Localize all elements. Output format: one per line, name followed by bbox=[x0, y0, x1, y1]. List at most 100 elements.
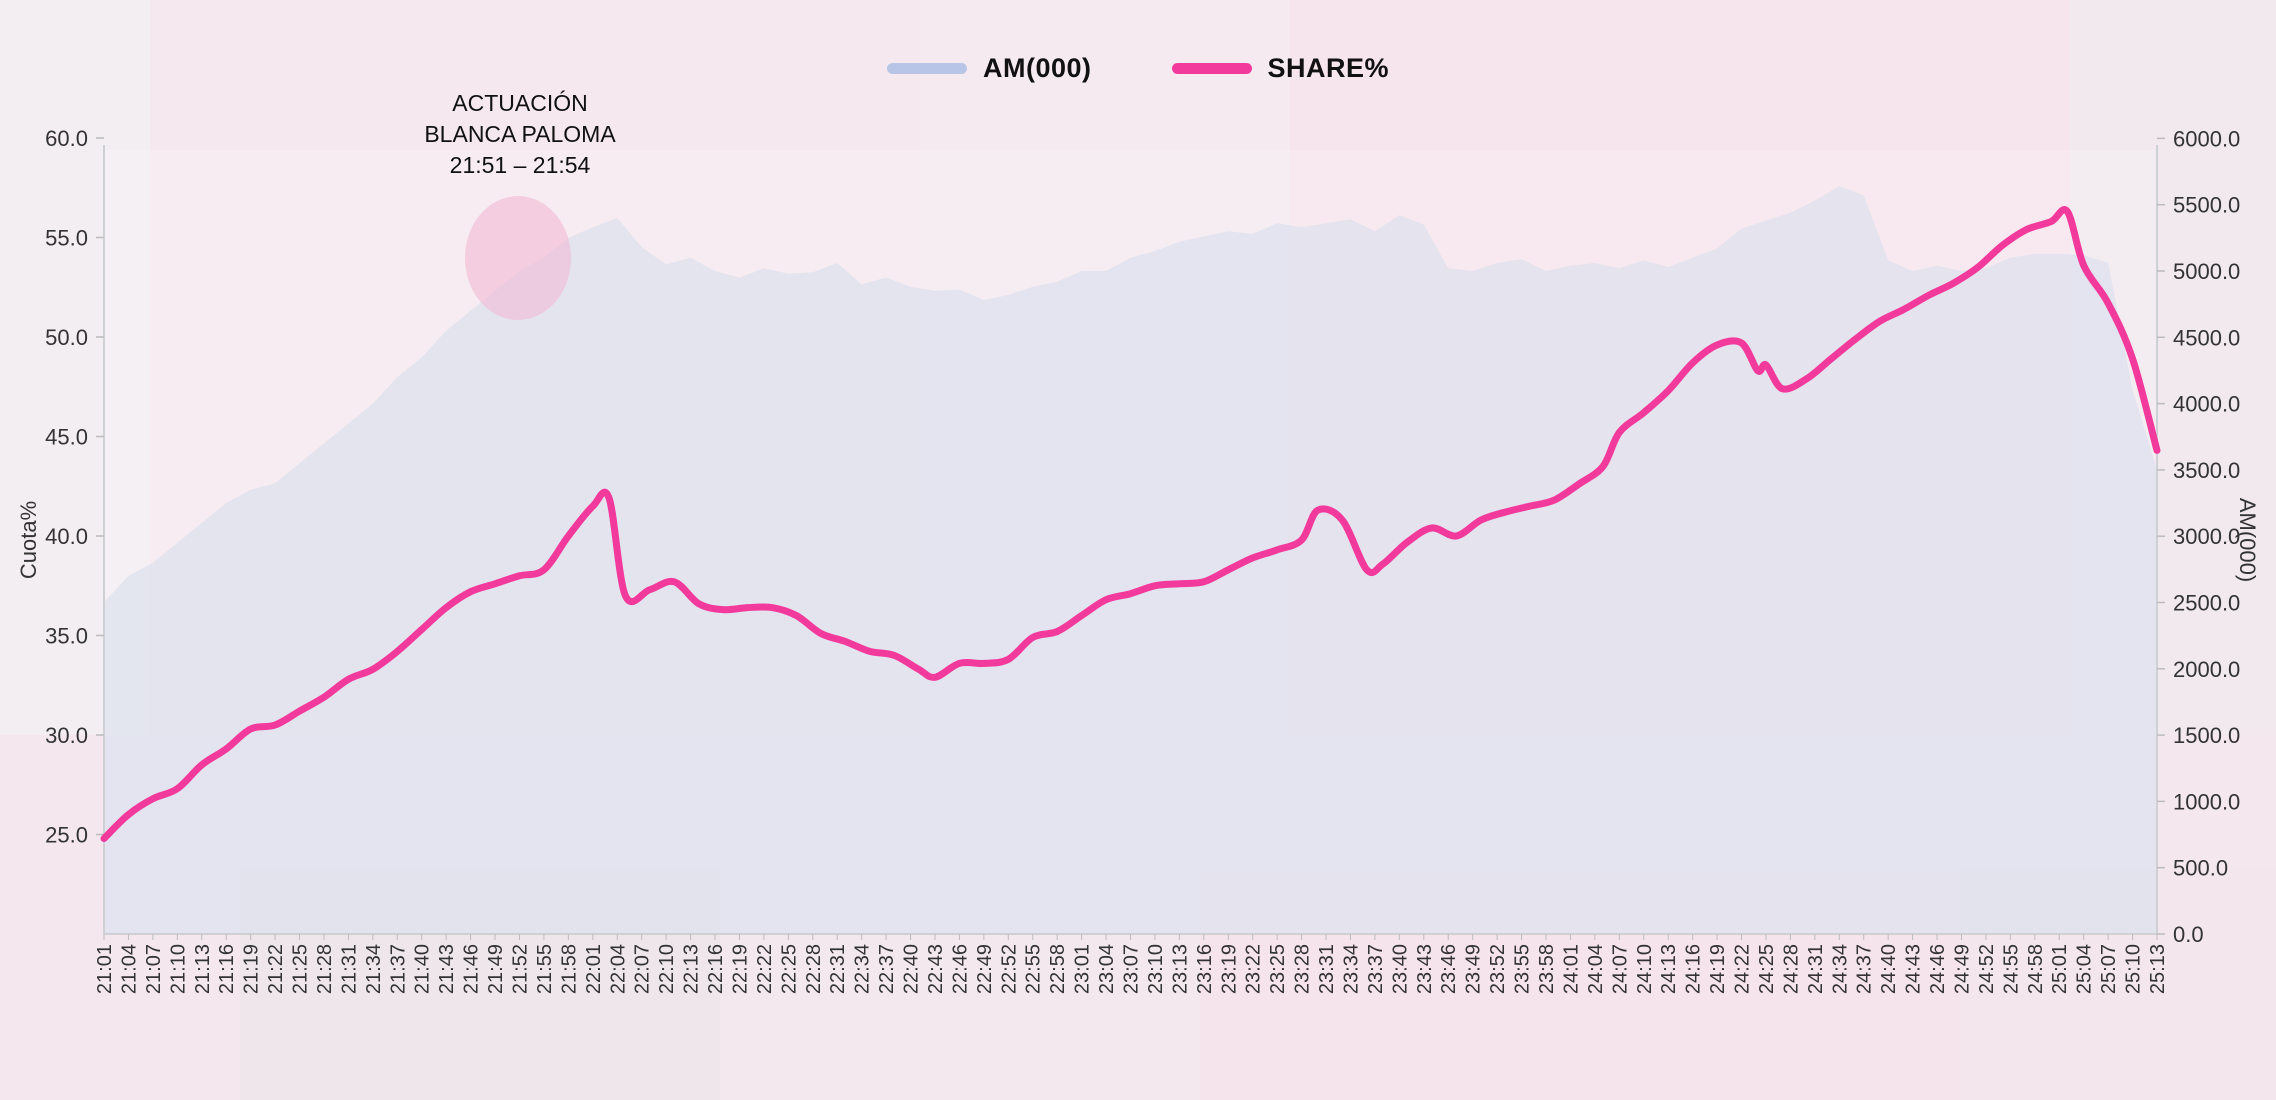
legend-item-share[interactable]: SHARE% bbox=[1171, 52, 1390, 84]
x-tick-label: 22:55 bbox=[1023, 944, 1045, 994]
y-tick-label-right: 5000.0 bbox=[2173, 259, 2240, 284]
x-tick-label: 21:16 bbox=[216, 944, 238, 994]
x-tick-label: 24:16 bbox=[1683, 944, 1705, 994]
y-tick-label-left: 25.0 bbox=[45, 823, 88, 848]
x-tick-label: 25:04 bbox=[2074, 944, 2096, 994]
x-tick-label: 24:04 bbox=[1585, 944, 1607, 994]
x-tick-label: 22:28 bbox=[803, 944, 825, 994]
x-tick-label: 23:16 bbox=[1194, 944, 1216, 994]
x-tick-label: 23:01 bbox=[1072, 944, 1094, 994]
y-tick-label-right: 4000.0 bbox=[2173, 392, 2240, 417]
series-area-am bbox=[104, 186, 2157, 935]
x-tick-label: 25:01 bbox=[2049, 944, 2071, 994]
x-tick-label: 21:22 bbox=[265, 944, 287, 994]
y-tick-label-left: 60.0 bbox=[45, 126, 88, 151]
x-tick-label: 21:07 bbox=[143, 944, 165, 994]
x-tick-label: 22:37 bbox=[876, 944, 898, 994]
x-tick-label: 21:19 bbox=[241, 944, 263, 994]
legend-label-am: AM(000) bbox=[982, 52, 1092, 83]
x-tick-label: 21:13 bbox=[192, 944, 214, 994]
x-tick-label: 23:55 bbox=[1512, 944, 1534, 994]
annotation: ACTUACIÓN BLANCA PALOMA 21:51 – 21:54 bbox=[420, 88, 620, 181]
x-tick-label: 21:52 bbox=[510, 944, 532, 994]
y-axis-title-right: AM(000) bbox=[2235, 498, 2260, 582]
x-tick-label: 24:34 bbox=[1829, 944, 1851, 994]
x-tick-label: 23:46 bbox=[1438, 944, 1460, 994]
y-axis-title-left: Cuota% bbox=[16, 501, 41, 579]
highlight-circle bbox=[465, 196, 571, 320]
x-tick-label: 22:46 bbox=[949, 944, 971, 994]
x-tick-label: 22:31 bbox=[827, 944, 849, 994]
x-tick-label: 21:04 bbox=[118, 944, 140, 994]
x-tick-label: 22:19 bbox=[730, 944, 752, 994]
x-tick-label: 25:10 bbox=[2123, 944, 2145, 994]
x-tick-label: 21:40 bbox=[412, 944, 434, 994]
x-tick-label: 21:55 bbox=[534, 944, 556, 994]
x-tick-label: 23:40 bbox=[1389, 944, 1411, 994]
x-tick-label: 24:10 bbox=[1634, 944, 1656, 994]
x-tick-label: 22:52 bbox=[998, 944, 1020, 994]
x-tick-label: 24:52 bbox=[1976, 944, 1998, 994]
x-tick-label: 25:13 bbox=[2147, 944, 2169, 994]
x-tick-label: 24:13 bbox=[1658, 944, 1680, 994]
y-tick-label-right: 3000.0 bbox=[2173, 524, 2240, 549]
x-tick-label: 21:25 bbox=[290, 944, 312, 994]
x-tick-label: 21:10 bbox=[167, 944, 189, 994]
x-tick-label: 23:13 bbox=[1169, 944, 1191, 994]
x-tick-label: 24:49 bbox=[1952, 944, 1974, 994]
x-tick-label: 24:55 bbox=[2000, 944, 2022, 994]
y-tick-label-right: 4500.0 bbox=[2173, 325, 2240, 350]
x-tick-label: 21:01 bbox=[94, 944, 116, 994]
x-tick-label: 24:07 bbox=[1609, 944, 1631, 994]
x-tick-label: 22:34 bbox=[852, 944, 874, 994]
x-tick-label: 24:22 bbox=[1732, 944, 1754, 994]
y-tick-label-right: 0.0 bbox=[2173, 922, 2204, 947]
x-tick-label: 23:52 bbox=[1487, 944, 1509, 994]
x-tick-label: 21:49 bbox=[485, 944, 507, 994]
y-tick-label-right: 2500.0 bbox=[2173, 591, 2240, 616]
x-tick-label: 23:34 bbox=[1341, 944, 1363, 994]
y-tick-label-left: 35.0 bbox=[45, 624, 88, 649]
x-tick-label: 24:01 bbox=[1560, 944, 1582, 994]
x-tick-label: 22:43 bbox=[925, 944, 947, 994]
x-tick-label: 23:28 bbox=[1292, 944, 1314, 994]
x-tick-label: 22:49 bbox=[974, 944, 996, 994]
y-tick-label-right: 5500.0 bbox=[2173, 193, 2240, 218]
x-tick-label: 24:28 bbox=[1780, 944, 1802, 994]
x-tick-label: 22:40 bbox=[901, 944, 923, 994]
x-tick-label: 22:22 bbox=[754, 944, 776, 994]
x-tick-label: 22:01 bbox=[583, 944, 605, 994]
x-tick-label: 22:07 bbox=[632, 944, 654, 994]
x-tick-label: 24:31 bbox=[1805, 944, 1827, 994]
y-tick-label-left: 55.0 bbox=[45, 226, 88, 251]
x-tick-label: 24:58 bbox=[2025, 944, 2047, 994]
x-tick-label: 22:58 bbox=[1047, 944, 1069, 994]
x-tick-label: 25:07 bbox=[2098, 944, 2120, 994]
x-tick-label: 22:13 bbox=[681, 944, 703, 994]
legend-swatch-am bbox=[886, 62, 967, 74]
x-tick-label: 23:31 bbox=[1316, 944, 1338, 994]
legend: AM(000) SHARE% bbox=[0, 50, 2276, 86]
x-tick-label: 21:28 bbox=[314, 944, 336, 994]
x-tick-label: 23:43 bbox=[1414, 944, 1436, 994]
x-tick-label: 24:43 bbox=[1903, 944, 1925, 994]
x-tick-label: 23:49 bbox=[1463, 944, 1485, 994]
y-tick-label-right: 3500.0 bbox=[2173, 458, 2240, 483]
x-tick-label: 22:04 bbox=[607, 944, 629, 994]
legend-swatch-share bbox=[1171, 62, 1252, 74]
x-tick-label: 21:46 bbox=[461, 944, 483, 994]
x-tick-label: 24:46 bbox=[1927, 944, 1949, 994]
y-tick-label-left: 40.0 bbox=[45, 524, 88, 549]
x-tick-label: 23:37 bbox=[1365, 944, 1387, 994]
legend-label-share: SHARE% bbox=[1267, 52, 1390, 83]
legend-item-am[interactable]: AM(000) bbox=[886, 52, 1092, 84]
x-tick-label: 22:16 bbox=[705, 944, 727, 994]
x-tick-label: 23:25 bbox=[1267, 944, 1289, 994]
x-tick-label: 23:07 bbox=[1121, 944, 1143, 994]
x-tick-label: 22:10 bbox=[656, 944, 678, 994]
y-tick-label-left: 50.0 bbox=[45, 325, 88, 350]
series-line-share bbox=[100, 206, 2161, 842]
x-tick-label: 23:19 bbox=[1218, 944, 1240, 994]
x-tick-label: 21:43 bbox=[436, 944, 458, 994]
